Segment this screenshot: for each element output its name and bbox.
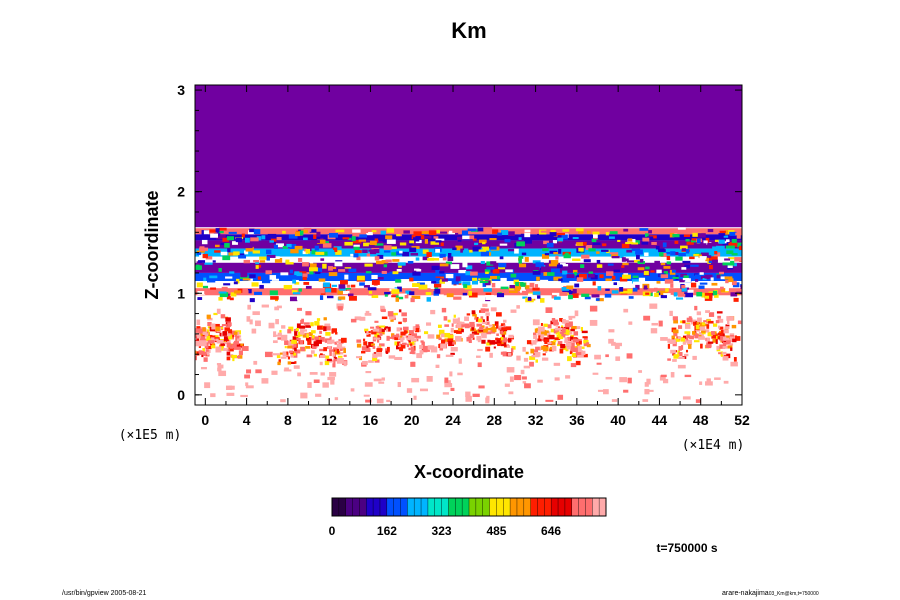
colorbar-swatch [462, 498, 470, 516]
colorbar-swatch [366, 498, 374, 516]
x-axis-label: X-coordinate [414, 462, 524, 482]
x-tick-label: 4 [243, 412, 251, 428]
colorbar-swatch [359, 498, 367, 516]
x-tick-label: 48 [693, 412, 709, 428]
colorbar-swatch [503, 498, 511, 516]
time-label: t=750000 s [656, 541, 717, 555]
y-tick-label: 2 [177, 184, 185, 200]
heatmap-field [195, 85, 742, 405]
footer-author-name: arare-nakajima [722, 590, 769, 597]
x-tick-label: 36 [569, 412, 585, 428]
colorbar-swatch [332, 498, 340, 516]
y-tick-label: 0 [177, 387, 185, 403]
colorbar-swatch [448, 498, 456, 516]
x-tick-label: 40 [610, 412, 626, 428]
colorbar-frame [331, 497, 607, 517]
colorbar-swatch [523, 498, 532, 516]
colorbar-swatch [564, 498, 573, 516]
colorbar-swatch [496, 498, 504, 516]
colorbar-swatch [400, 498, 408, 516]
colorbar-swatch [441, 498, 449, 516]
colorbar-swatch [338, 498, 347, 516]
colorbar-swatch [578, 498, 586, 516]
colorbar-swatch [599, 498, 607, 516]
y-axis-label: Z-coordinate [142, 190, 162, 299]
x-tick-label: 24 [445, 412, 461, 428]
colorbar-swatch [510, 498, 518, 516]
colorbar-swatch [558, 498, 566, 516]
colorbar-swatch [551, 498, 559, 516]
heatmap-region-turbulent [195, 227, 742, 303]
colorbar-swatch [516, 498, 525, 516]
x-tick-label: 28 [487, 412, 503, 428]
footer-author: arare-nakajima03_Km@km,t=750000 [722, 590, 819, 597]
colorbar-swatch [585, 498, 593, 516]
x-tick-label: 12 [321, 412, 337, 428]
colorbar-swatch [489, 498, 497, 516]
colorbar-tick-label: 323 [432, 524, 452, 538]
colorbar-swatch [469, 498, 477, 516]
colorbar: 0 162 323 485 646 [329, 497, 607, 538]
footer-command: /usr/bin/gpview 2005-08-21 [62, 590, 147, 597]
x-tick-label: 0 [201, 412, 209, 428]
colorbar-swatch [379, 498, 388, 516]
colorbar-swatch [434, 498, 443, 516]
x-scale-label: (×1E4 m) [682, 438, 745, 453]
x-tick-label: 32 [528, 412, 544, 428]
colorbar-tick-label: 162 [377, 524, 397, 538]
x-axis: 0 4 8 12 16 20 24 28 32 36 40 44 48 52 [201, 85, 750, 428]
y-tick-label: 1 [177, 285, 185, 301]
colorbar-tick-label: 646 [541, 524, 561, 538]
x-tick-label: 44 [652, 412, 668, 428]
x-tick-label: 16 [363, 412, 379, 428]
colorbar-swatch [482, 498, 491, 516]
colorbar-swatch [414, 498, 422, 516]
colorbar-swatch [373, 498, 381, 516]
colorbar-swatch [592, 498, 600, 516]
colorbar-swatch [345, 498, 354, 516]
chart-title: Km [451, 18, 486, 43]
y-scale-label: (×1E5 m) [119, 428, 182, 443]
colorbar-swatch [407, 498, 415, 516]
heatmap-region-lower [195, 303, 742, 404]
x-tick-label: 52 [734, 412, 750, 428]
colorbar-tick-label: 0 [329, 524, 336, 538]
colorbar-swatch [475, 498, 484, 516]
y-tick-label: 3 [177, 82, 185, 98]
heatmap-region-upper [195, 85, 742, 228]
footer-author-tag: 03_Km@km,t=750000 [768, 591, 819, 597]
colorbar-swatch [455, 498, 463, 516]
colorbar-swatch [544, 498, 552, 516]
colorbar-swatch [537, 498, 545, 516]
colorbar-swatch [393, 498, 401, 516]
colorbar-swatch [571, 498, 580, 516]
plot-frame [194, 84, 743, 406]
x-tick-label: 8 [284, 412, 292, 428]
colorbar-tick-label: 485 [486, 524, 506, 538]
colorbar-swatch [530, 498, 538, 516]
colorbar-swatch [352, 498, 360, 516]
y-axis: 0 1 2 3 [177, 82, 742, 403]
colorbar-swatch [427, 498, 436, 516]
colorbar-swatch [386, 498, 395, 516]
x-tick-label: 20 [404, 412, 420, 428]
colorbar-swatch [421, 498, 429, 516]
